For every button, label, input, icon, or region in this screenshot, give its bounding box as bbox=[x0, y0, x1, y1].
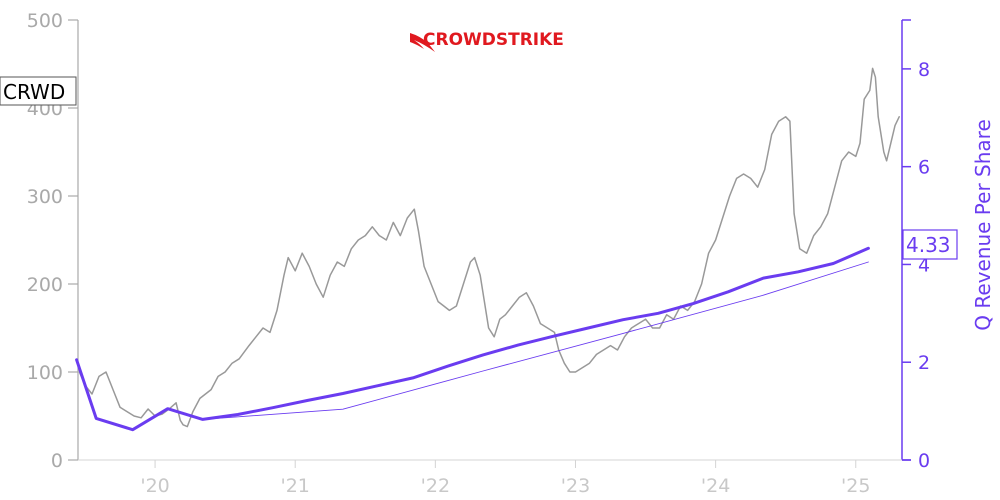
revenue-per-share-line bbox=[75, 246, 870, 432]
price-line bbox=[78, 67, 900, 428]
x-tick-label: '20 bbox=[140, 475, 169, 497]
y-left-tick-label: 200 bbox=[27, 274, 63, 296]
logo: CROWDSTRIKE bbox=[410, 30, 564, 52]
y-left-tick-label: 500 bbox=[27, 10, 63, 32]
series-layer bbox=[75, 67, 900, 432]
ticker-box: CRWD bbox=[0, 76, 77, 106]
y-right-tick-label: 6 bbox=[918, 157, 930, 179]
y-right-tick-label: 8 bbox=[918, 59, 930, 81]
x-tick-label: '22 bbox=[421, 475, 450, 497]
y-left-tick-label: 100 bbox=[27, 362, 63, 384]
y-left-tick-label: 300 bbox=[27, 186, 63, 208]
x-tick-label: '24 bbox=[701, 475, 730, 497]
y-left-tick-label: 0 bbox=[51, 450, 63, 472]
x-tick-label: '21 bbox=[281, 475, 310, 497]
y-right-tick-label: 0 bbox=[918, 450, 930, 472]
logo-text: CROWDSTRIKE bbox=[423, 30, 564, 50]
x-tick-label: '25 bbox=[841, 475, 870, 497]
revenue-trend-line bbox=[202, 261, 869, 420]
ticker-label: CRWD bbox=[3, 80, 65, 104]
falcon-logo-icon bbox=[410, 33, 435, 52]
y-right-tick-label: 4 bbox=[918, 254, 930, 276]
current-value-label: 4.33 bbox=[906, 233, 951, 257]
x-tick-label: '23 bbox=[561, 475, 590, 497]
current-value-box: 4.33 bbox=[902, 229, 958, 260]
y-right-tick-label: 2 bbox=[918, 352, 930, 374]
y-right-axis-label: Q Revenue Per Share bbox=[971, 119, 995, 331]
